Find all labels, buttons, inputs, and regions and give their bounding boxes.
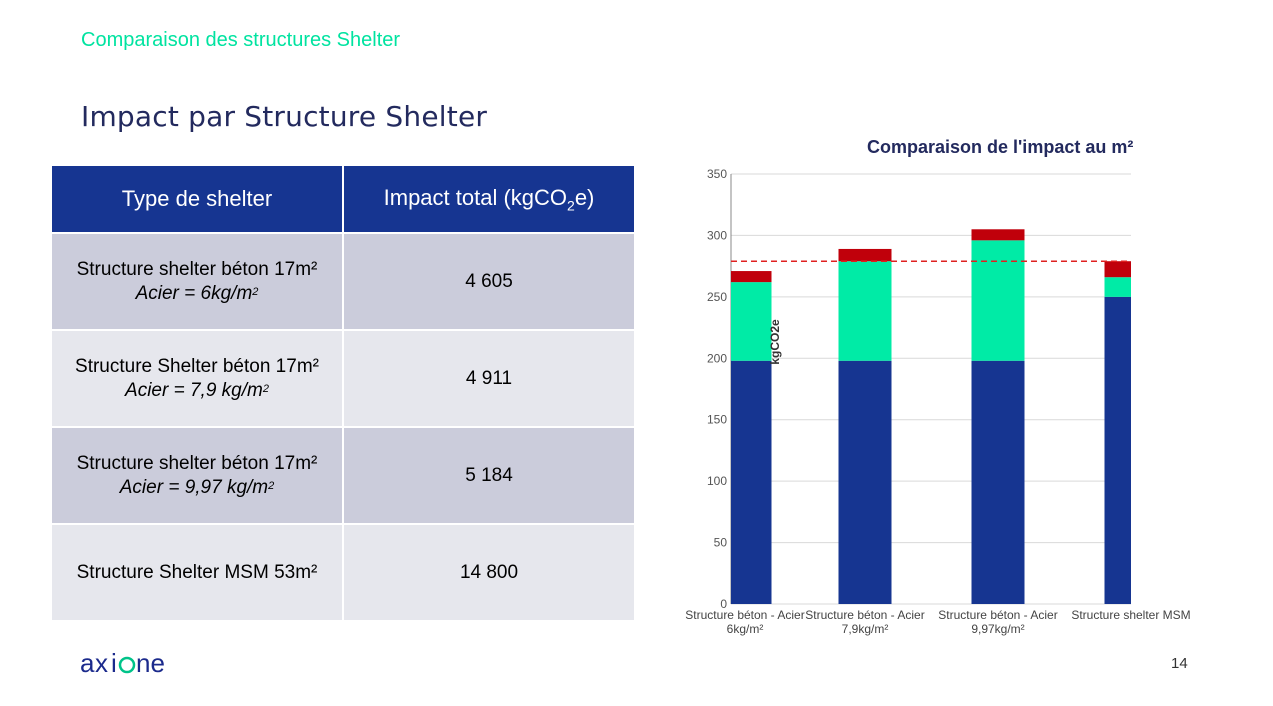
x-tick-label-line: 9,97kg/m² (971, 622, 1024, 636)
table-row: Structure Shelter MSM 53m² 14 800 (50, 523, 636, 622)
bar-segment (971, 360, 1025, 604)
chart-title: Comparaison de l'impact au m² (867, 137, 1134, 157)
table-row: Structure shelter béton 17m² Acier = 6kg… (50, 232, 636, 331)
cell-impact: 14 800 (342, 523, 636, 622)
cell-impact: 5 184 (342, 426, 636, 525)
cell-type-main: Structure Shelter béton 17m² (75, 355, 319, 377)
stacked-bar-chart: 0 50 100 150 200 250 300 350 Structure béton - A… (685, 167, 1190, 636)
header-impact-suffix: e) (574, 184, 595, 210)
x-tick-label: Structure béton - Acier 6kg/m² (685, 608, 804, 636)
x-tick-label-line: Structure shelter MSM (1071, 608, 1190, 622)
y-tick-label: 300 (707, 228, 727, 242)
x-tick-label: Structure béton - Acier 7,9kg/m² (805, 608, 924, 636)
bar-segment (1104, 296, 1131, 604)
bar-segment (731, 282, 772, 361)
steel-ratio-exponent: 2 (268, 479, 275, 492)
steel-ratio-text: Acier = 6kg/m (135, 282, 253, 304)
bar-segment (838, 360, 892, 604)
y-tick-label: 350 (707, 167, 727, 181)
bar-segment (971, 229, 1025, 241)
slide-title: Impact par Structure Shelter (81, 100, 488, 133)
x-tick-label: Structure béton - Acier 9,97kg/m² (938, 608, 1057, 636)
steel-ratio-exponent: 2 (252, 285, 259, 298)
cell-type-main: Structure shelter béton 17m² (76, 452, 318, 474)
header-impact-text: Impact total (kgCO (383, 184, 568, 210)
y-tick-label: 0 (720, 597, 727, 611)
cell-type: Structure shelter béton 17m² Acier = 9,9… (50, 426, 344, 525)
y-tick-label: 100 (707, 474, 727, 488)
page-number: 14 (1171, 655, 1188, 672)
cell-type: Structure shelter béton 17m² Acier = 6kg… (50, 232, 344, 331)
x-tick-label-line: Structure béton - Acier (938, 608, 1057, 622)
x-tick-label-line: 6kg/m² (727, 622, 764, 636)
cell-type-steel: Acier = 7,9 kg/m2 (52, 379, 342, 403)
cell-type-steel: Acier = 6kg/m2 (52, 282, 342, 306)
y-tick-label: 250 (707, 290, 727, 304)
y-axis-label: kgCO2e (768, 319, 782, 365)
cell-type-main: Structure shelter béton 17m² (76, 258, 318, 280)
bar-segment (731, 271, 772, 283)
table-row: Structure Shelter béton 17m² Acier = 7,9… (50, 329, 636, 428)
cell-impact: 4 605 (342, 232, 636, 331)
table-row: Structure shelter béton 17m² Acier = 9,9… (50, 426, 636, 525)
column-header-type: Type de shelter (50, 164, 344, 234)
x-tick-label-line: Structure béton - Acier (685, 608, 804, 622)
x-tick-label-line: 7,9kg/m² (842, 622, 889, 636)
steel-ratio-text: Acier = 9,97 kg/m (119, 476, 269, 498)
header-impact-subscript: 2 (567, 197, 575, 214)
bar-segment (971, 240, 1025, 361)
cell-impact: 4 911 (342, 329, 636, 428)
svg-text:ne: ne (136, 650, 165, 678)
bar-segment (838, 261, 892, 361)
bar-segment (1104, 261, 1131, 278)
steel-ratio-text: Acier = 7,9 kg/m (125, 379, 263, 401)
svg-text:ax: ax (80, 650, 108, 678)
cell-type: Structure Shelter béton 17m² Acier = 7,9… (50, 329, 344, 428)
cell-type-steel: Acier = 9,97 kg/m2 (52, 476, 342, 500)
steel-ratio-exponent: 2 (262, 382, 269, 395)
y-tick-label: 50 (714, 536, 728, 550)
axione-logo: ax i ne (80, 650, 165, 678)
column-header-impact: Impact total (kgCO2e) (342, 164, 636, 234)
cell-type: Structure Shelter MSM 53m² (50, 523, 344, 622)
y-tick-label: 200 (707, 351, 727, 365)
table-header-row: Type de shelter Impact total (kgCO2e) (50, 164, 636, 234)
section-label: Comparaison des structures Shelter (81, 29, 401, 51)
x-tick-label-line: Structure béton - Acier (805, 608, 924, 622)
y-tick-label: 150 (707, 413, 727, 427)
bar-segment (838, 248, 892, 262)
svg-text:i: i (111, 650, 117, 678)
x-tick-label: Structure shelter MSM (1071, 608, 1190, 622)
bar-segment (731, 360, 772, 604)
cell-type-main: Structure Shelter MSM 53m² (76, 561, 318, 583)
bar-segment (1104, 277, 1131, 297)
impact-table: Type de shelter Impact total (kgCO2e) St… (50, 164, 636, 622)
